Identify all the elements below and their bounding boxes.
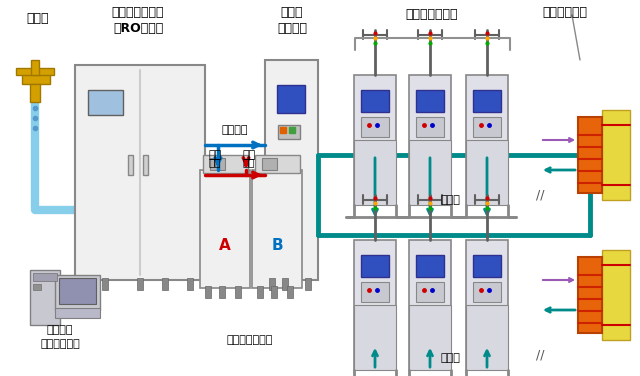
Bar (354, 305, 396, 370)
Bar (282, 278, 288, 290)
Bar (473, 117, 501, 137)
Bar (55, 275, 100, 310)
Bar (143, 155, 148, 175)
Bar (128, 155, 133, 175)
Text: B: B (271, 238, 283, 253)
Bar (473, 90, 501, 112)
Bar (235, 286, 241, 298)
Bar (269, 278, 275, 290)
Bar (257, 286, 263, 298)
Bar (252, 170, 302, 288)
Text: 透析用監視装置: 透析用監視装置 (406, 9, 458, 21)
Bar (33, 284, 41, 290)
Bar (203, 155, 248, 173)
Bar (416, 117, 444, 137)
Bar (30, 84, 40, 102)
Bar (409, 305, 451, 370)
Bar (361, 282, 389, 302)
Text: （RO装置）: （RO装置） (113, 21, 163, 35)
Bar (578, 117, 602, 193)
Text: 水道水: 水道水 (27, 12, 49, 24)
Bar (30, 270, 60, 325)
Bar (31, 60, 39, 75)
Text: 原液: 原液 (209, 157, 221, 167)
Bar (265, 60, 318, 280)
Bar (466, 140, 508, 205)
Bar (210, 158, 225, 170)
Bar (287, 286, 293, 298)
Bar (473, 282, 501, 302)
Bar (466, 240, 508, 370)
Bar (255, 155, 300, 173)
Bar (361, 117, 389, 137)
Bar (16, 68, 54, 75)
Text: 原液: 原液 (243, 150, 255, 160)
Text: ダイアライザ: ダイアライザ (543, 6, 588, 18)
Bar (361, 255, 389, 277)
Bar (466, 305, 508, 370)
Text: 透析液: 透析液 (440, 353, 460, 363)
Bar (22, 72, 50, 84)
Text: 管理システム: 管理システム (40, 339, 80, 349)
Bar (200, 170, 250, 288)
Text: 透析液: 透析液 (281, 6, 303, 18)
Bar (82, 278, 88, 290)
Text: 供給装置: 供給装置 (277, 21, 307, 35)
Text: A: A (219, 238, 231, 253)
Bar (361, 90, 389, 112)
Bar (187, 278, 193, 290)
Bar (278, 125, 300, 139)
Text: 透析用水: 透析用水 (221, 125, 248, 135)
Bar (277, 85, 305, 113)
Bar (271, 286, 277, 298)
Text: 水処理システム: 水処理システム (112, 6, 164, 18)
Text: 透析水質: 透析水質 (47, 325, 73, 335)
Bar (88, 90, 123, 115)
Text: //: // (536, 349, 544, 361)
Bar (466, 75, 508, 205)
Bar (102, 278, 108, 290)
Bar (75, 65, 205, 280)
Bar (578, 257, 602, 333)
Bar (416, 282, 444, 302)
Bar (262, 158, 277, 170)
Bar (305, 278, 311, 290)
Bar (33, 273, 57, 281)
Bar (602, 110, 630, 200)
Bar (55, 308, 100, 318)
Bar (59, 278, 96, 304)
Bar (409, 140, 451, 205)
Bar (219, 286, 225, 298)
Text: //: // (536, 188, 544, 202)
Bar (473, 255, 501, 277)
Text: 原液: 原液 (243, 157, 255, 167)
Bar (409, 75, 451, 205)
Bar (602, 250, 630, 340)
Bar (416, 255, 444, 277)
Text: 透析液: 透析液 (440, 195, 460, 205)
Bar (354, 140, 396, 205)
Bar (205, 286, 211, 298)
Bar (137, 278, 143, 290)
Text: 粉末剤溶解装置: 粉末剤溶解装置 (227, 335, 273, 345)
Bar (354, 75, 396, 205)
Bar (354, 240, 396, 370)
Bar (409, 240, 451, 370)
Text: 原液: 原液 (209, 150, 221, 160)
Bar (162, 278, 168, 290)
Bar (416, 90, 444, 112)
